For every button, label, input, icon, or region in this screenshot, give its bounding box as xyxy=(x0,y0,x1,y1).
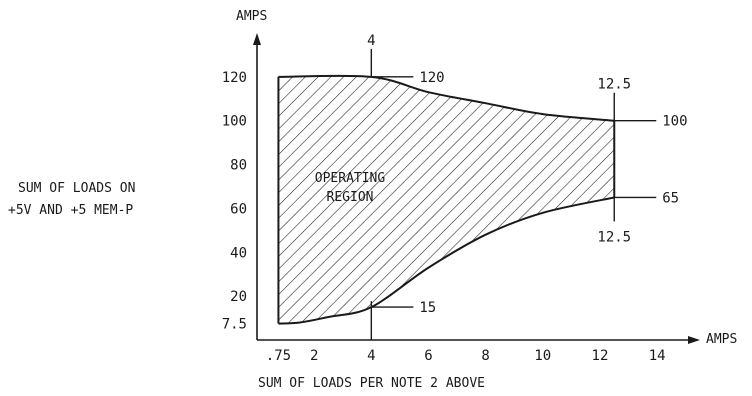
y-tick-label: 60 xyxy=(230,201,247,217)
y-tick-label: 120 xyxy=(222,70,247,86)
y-tick-label: 80 xyxy=(230,158,247,174)
x-tick-label: 12 xyxy=(592,348,609,364)
operating-region-area xyxy=(278,75,615,324)
annotation-label: 15 xyxy=(419,300,436,316)
x-tick-label: .75 xyxy=(266,348,291,364)
y-axis-arrow xyxy=(253,33,261,45)
x-axis-label: SUM OF LOADS PER NOTE 2 ABOVE xyxy=(258,376,485,391)
y-axis-title: AMPS xyxy=(236,9,267,24)
upper-boundary-line xyxy=(278,74,615,122)
y-tick-label: 7.5 xyxy=(222,317,247,333)
y-tick-label: 40 xyxy=(230,245,247,261)
lower-boundary-line xyxy=(278,196,615,325)
y-axis-label-line-2: +5V AND +5 MEM-P xyxy=(8,203,133,218)
x-tick-label: 14 xyxy=(649,348,666,364)
y-tick-label: 20 xyxy=(230,289,247,305)
x-tick-label: 10 xyxy=(534,348,551,364)
x-axis-title: AMPS xyxy=(706,332,737,347)
x-tick-label: 8 xyxy=(481,348,489,364)
x-tick-label: 2 xyxy=(310,348,318,364)
annotation-label: 65 xyxy=(662,190,679,206)
region-label-line-2: REGION xyxy=(327,190,374,205)
x-tick-label: 6 xyxy=(424,348,432,364)
x-tick-label: 4 xyxy=(367,348,375,364)
x-axis-arrow xyxy=(688,336,700,344)
annotation-label: 12.5 xyxy=(597,77,631,93)
annotation-label: 12.5 xyxy=(597,229,631,245)
region-label-line-1: OPERATING xyxy=(315,171,386,186)
y-axis-label-line-1: SUM OF LOADS ON xyxy=(18,181,135,196)
annotation-label: 100 xyxy=(662,114,687,130)
y-tick-label: 100 xyxy=(222,114,247,130)
annotation-label: 4 xyxy=(367,33,375,49)
annotation-label: 120 xyxy=(419,70,444,86)
